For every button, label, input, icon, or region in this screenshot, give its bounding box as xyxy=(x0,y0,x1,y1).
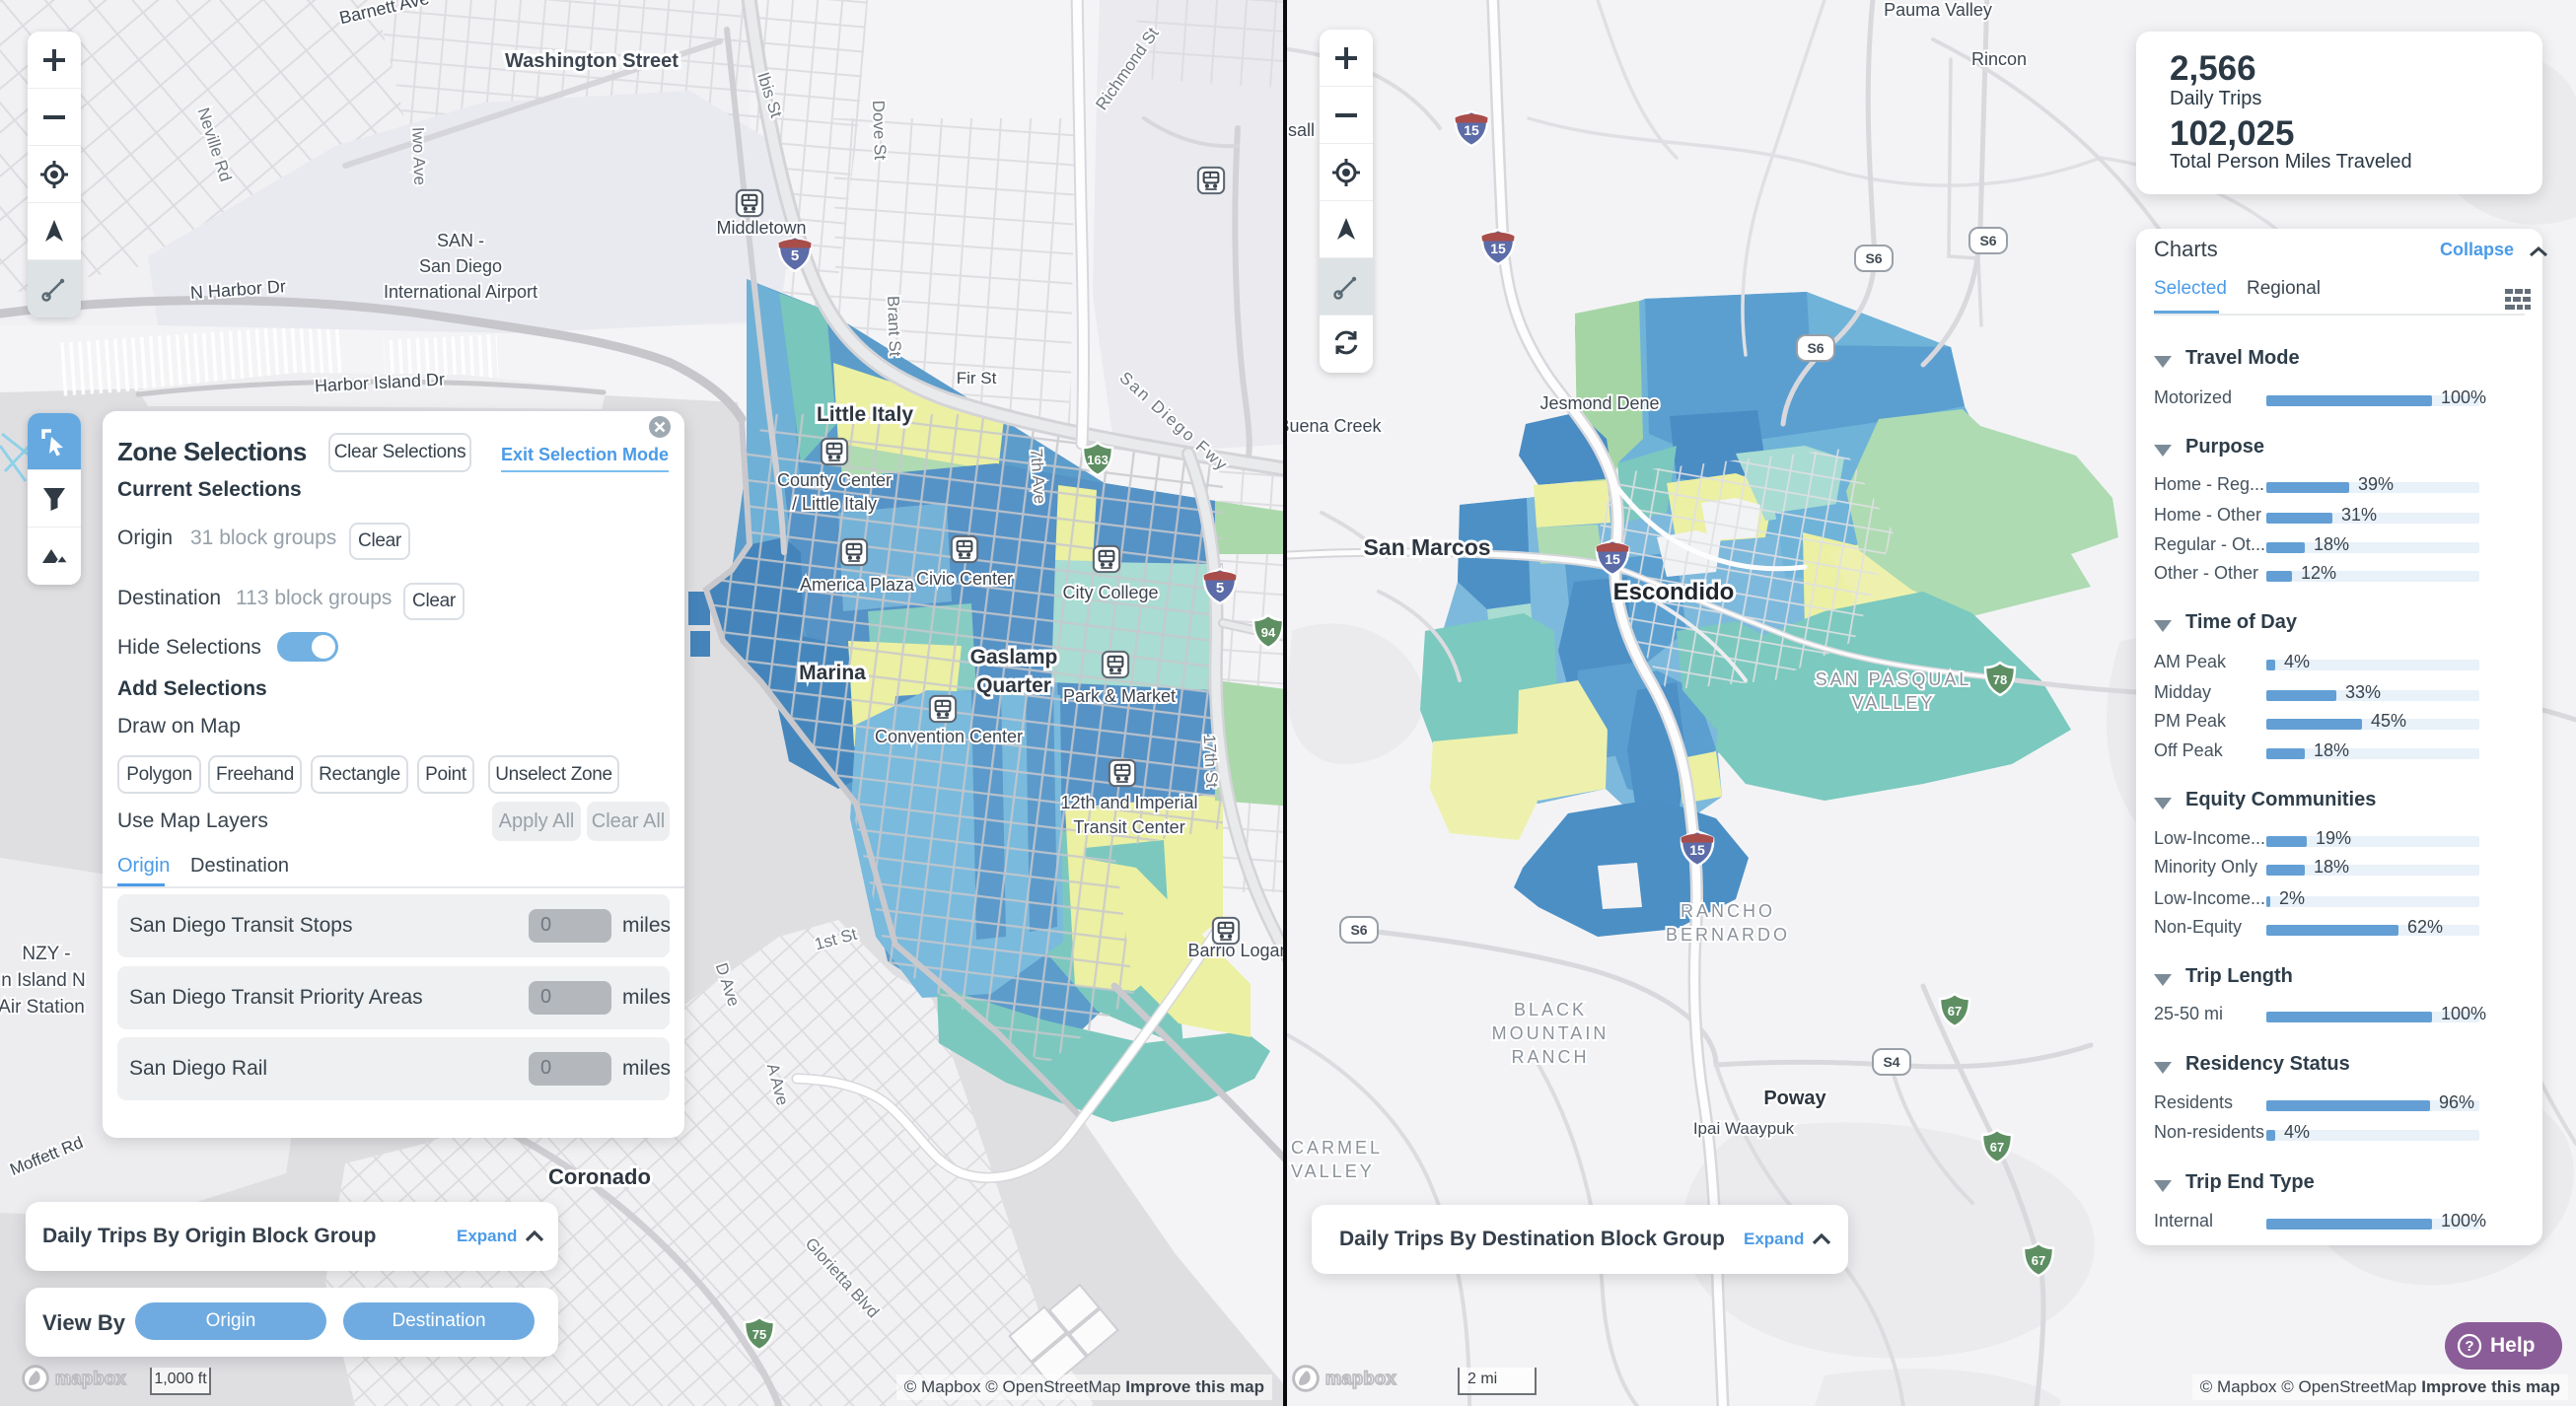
svg-text:67: 67 xyxy=(1948,1004,1962,1019)
svg-text:BLACK: BLACK xyxy=(1514,1000,1587,1019)
svg-text:Poway: Poway xyxy=(1763,1088,1826,1109)
svg-text:SAN PASQUAL: SAN PASQUAL xyxy=(1816,669,1972,689)
svg-text:S6: S6 xyxy=(1350,922,1367,938)
svg-text:75: 75 xyxy=(752,1327,766,1342)
svg-text:Gaslamp: Gaslamp xyxy=(970,646,1058,668)
svg-text:VALLEY: VALLEY xyxy=(1852,693,1936,713)
svg-text:Marina: Marina xyxy=(799,662,866,684)
svg-text:Escondido: Escondido xyxy=(1613,579,1735,605)
svg-text:Coronado: Coronado xyxy=(548,1164,651,1189)
svg-text:n Island N: n Island N xyxy=(1,970,86,991)
svg-text:S6: S6 xyxy=(1979,233,1996,248)
svg-text:17th St: 17th St xyxy=(1200,735,1222,789)
svg-text:Rincon: Rincon xyxy=(1971,49,2027,69)
svg-text:Park & Market: Park & Market xyxy=(1063,686,1176,706)
svg-text:Convention Center: Convention Center xyxy=(875,727,1023,746)
svg-text:Middletown: Middletown xyxy=(716,218,806,238)
svg-text:Little Italy: Little Italy xyxy=(817,403,913,426)
svg-text:Buena Creek: Buena Creek xyxy=(1287,416,1383,436)
svg-text:sall: sall xyxy=(1288,120,1315,140)
svg-text:Brant St: Brant St xyxy=(884,296,904,357)
svg-text:Pauma Valley: Pauma Valley xyxy=(1884,0,1992,20)
svg-text:San Marcos: San Marcos xyxy=(1363,534,1490,560)
svg-text:MOUNTAIN: MOUNTAIN xyxy=(1492,1023,1610,1043)
svg-text:America Plaza: America Plaza xyxy=(800,575,915,595)
svg-text:67: 67 xyxy=(1990,1140,2004,1155)
svg-text:Washington Street: Washington Street xyxy=(505,50,679,72)
svg-text:?: ? xyxy=(2465,1338,2473,1355)
svg-text:RANCHO: RANCHO xyxy=(1681,901,1775,921)
svg-text:SAN -: SAN - xyxy=(437,231,484,250)
svg-text:S6: S6 xyxy=(1807,340,1824,356)
svg-text:County Center: County Center xyxy=(777,470,892,490)
svg-text:/ Little Italy: / Little Italy xyxy=(792,494,877,514)
svg-text:Fir St: Fir St xyxy=(957,369,997,387)
svg-text:78: 78 xyxy=(1993,672,2007,687)
svg-text:S6: S6 xyxy=(1865,250,1882,266)
svg-text:15: 15 xyxy=(1605,551,1620,567)
svg-text:BERNARDO: BERNARDO xyxy=(1666,925,1790,945)
svg-text:15: 15 xyxy=(1689,842,1705,858)
svg-text:Transit Center: Transit Center xyxy=(1073,817,1184,837)
svg-text:San Diego: San Diego xyxy=(419,256,502,276)
svg-text:NZY -: NZY - xyxy=(22,944,70,964)
svg-text:International Airport: International Airport xyxy=(384,282,537,302)
svg-text:5: 5 xyxy=(791,247,799,264)
svg-text:Quarter: Quarter xyxy=(976,674,1051,697)
svg-text:Dove St: Dove St xyxy=(869,100,890,160)
svg-text:RANCH: RANCH xyxy=(1511,1047,1589,1067)
svg-text:Jesmond Dene: Jesmond Dene xyxy=(1539,393,1659,413)
svg-text:Iwo Ave: Iwo Ave xyxy=(408,126,429,185)
svg-text:94: 94 xyxy=(1261,625,1276,640)
svg-text:15: 15 xyxy=(1464,122,1479,138)
svg-text:163: 163 xyxy=(1087,453,1109,467)
svg-text:CARMEL: CARMEL xyxy=(1291,1138,1383,1158)
svg-text:VALLEY: VALLEY xyxy=(1291,1161,1375,1181)
svg-text:Air Station: Air Station xyxy=(0,997,85,1018)
svg-text:City College: City College xyxy=(1062,583,1158,602)
svg-text:Civic Center: Civic Center xyxy=(916,569,1013,589)
svg-text:5: 5 xyxy=(1216,580,1224,597)
svg-text:12th and Imperial: 12th and Imperial xyxy=(1060,793,1197,812)
svg-text:67: 67 xyxy=(2032,1253,2045,1268)
svg-text:15: 15 xyxy=(1490,241,1506,256)
svg-text:Ipai Waaypuk: Ipai Waaypuk xyxy=(1693,1119,1795,1138)
svg-text:S4: S4 xyxy=(1883,1054,1899,1070)
svg-text:7th Ave: 7th Ave xyxy=(1027,448,1049,505)
